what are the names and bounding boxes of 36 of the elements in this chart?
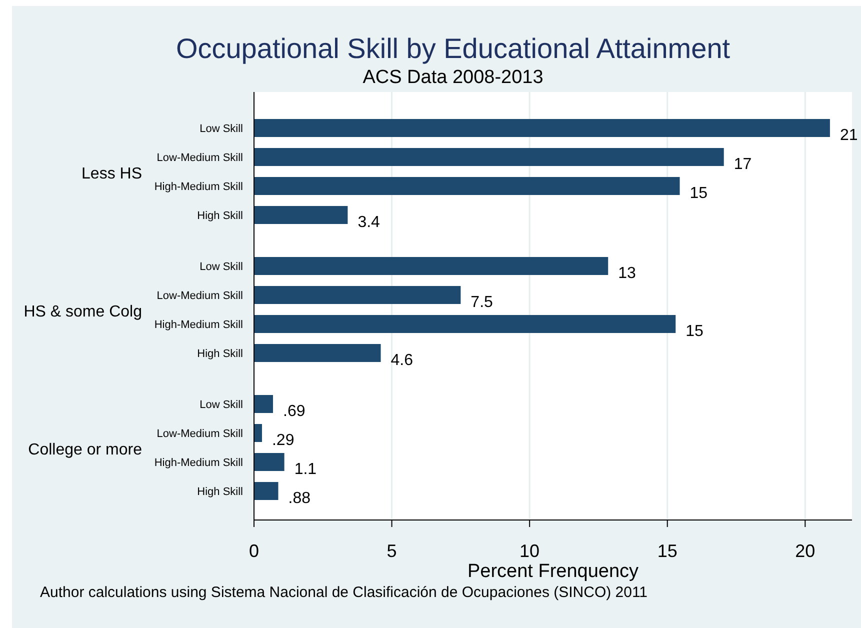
y-tick-label: High Skill (197, 486, 243, 498)
x-tick-label: 20 (795, 541, 816, 561)
y-tick-label: Low Skill (200, 261, 243, 273)
x-tick-label: 5 (386, 541, 397, 561)
text: College or more (28, 442, 142, 458)
y-tick-label: Low Skill (200, 399, 243, 411)
y-tick-label: High-Medium Skill (154, 457, 243, 469)
text: Less HS (82, 166, 142, 182)
data-label: 15 (686, 323, 704, 340)
text: HS & some Colg (24, 304, 142, 320)
data-label: 13 (618, 265, 636, 282)
y-tick-label: High Skill (197, 210, 243, 222)
data-label: .29 (272, 432, 294, 449)
data-label: .88 (288, 490, 311, 507)
y-tick-label: High-Medium Skill (154, 319, 243, 331)
x-tick-label: 0 (248, 541, 260, 561)
data-label: 3.4 (358, 214, 380, 231)
y-tick-label: Low-Medium Skill (156, 428, 243, 440)
x-axis-title: Percent Frenquency (467, 561, 640, 582)
y-tick-label: High Skill (197, 348, 243, 360)
text: Author calculations using Sistema Nacional de Clasificación de Ocupaciones (SINCO) 2011 (40, 584, 648, 601)
y-tick-label: Low-Medium Skill (156, 152, 243, 164)
y-tick-label: High-Medium Skill (154, 181, 243, 193)
y-tick-label: Low Skill (200, 123, 243, 135)
y-tick-label: Low-Medium Skill (156, 290, 243, 302)
data-label: 1.1 (294, 461, 317, 478)
data-label: 21 (840, 127, 858, 144)
chart-subtitle: ACS Data 2008-2013 (362, 67, 544, 88)
data-label: 15 (690, 185, 708, 202)
data-label: 17 (734, 156, 752, 173)
data-label: 4.6 (390, 352, 414, 369)
x-tick-label: 10 (520, 541, 540, 561)
data-label: .69 (283, 403, 306, 420)
chart-title: Occupational Skill by Educational Attainment (176, 33, 730, 64)
x-tick-label: 15 (657, 541, 678, 561)
data-label: 7.5 (470, 294, 494, 311)
